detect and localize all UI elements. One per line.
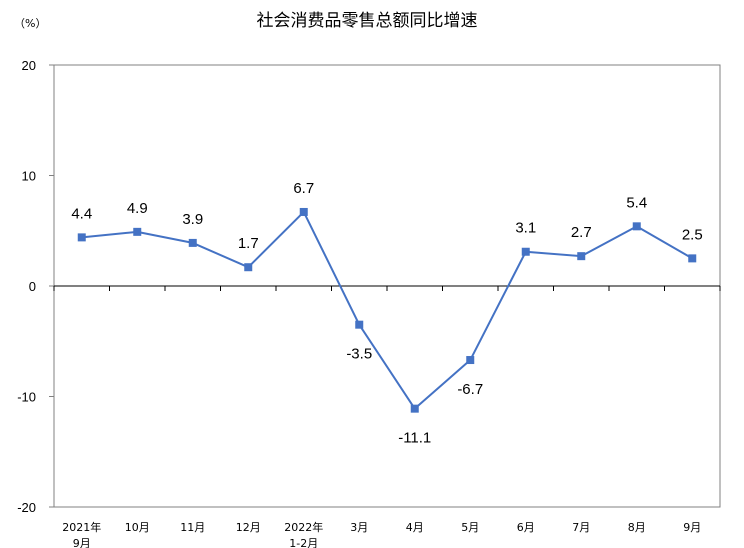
x-tick-label: 9月: [683, 521, 701, 534]
y-tick-label: 20: [22, 58, 36, 73]
y-tick-label: -20: [17, 500, 36, 515]
x-tick-label-line: 1-2月: [289, 537, 318, 548]
x-tick-label-line: 2021年: [62, 520, 101, 534]
data-label: 3.1: [515, 220, 536, 237]
data-point-marker: [133, 227, 142, 236]
x-tick-label: 4月: [406, 521, 424, 534]
x-tick-label-line: 4月: [406, 521, 424, 534]
data-label: -11.1: [398, 430, 431, 447]
data-point-marker: [299, 207, 308, 216]
data-point-marker: [466, 356, 475, 365]
x-tick-label-line: 3月: [350, 521, 368, 534]
y-tick-label: 0: [29, 279, 36, 294]
data-label: 6.7: [293, 180, 314, 197]
y-axis: 20 10 0 -10 -20: [17, 58, 54, 515]
y-axis-unit-label: （%）: [14, 17, 46, 30]
x-tick-label: 12月: [236, 521, 261, 534]
x-tick-label: 11月: [180, 521, 205, 534]
x-tick-label-line: 11月: [180, 521, 205, 534]
y-tick-label: 10: [22, 169, 36, 184]
data-point-marker: [632, 222, 641, 231]
x-tick-label-line: 12月: [236, 521, 261, 534]
data-label: -3.5: [346, 346, 372, 363]
data-markers: [77, 207, 697, 413]
x-tick-label-line: 10月: [125, 521, 150, 534]
data-label: -6.7: [457, 381, 483, 398]
data-label: 2.7: [571, 224, 592, 241]
data-label: 5.4: [626, 194, 647, 211]
data-point-marker: [355, 320, 364, 329]
series-line: [81, 210, 693, 410]
data-labels: 4.4 4.9 3.9 1.7 6.7 -3.5 -11.1 -6.7 3.1 2.7 5.4 2.5: [71, 180, 702, 447]
x-tick-label-line: 5月: [461, 521, 479, 534]
data-point-marker: [577, 252, 586, 261]
x-tick-label-line: 2022年: [284, 520, 323, 534]
x-tick-label: 10月: [125, 521, 150, 534]
data-point-marker: [244, 263, 253, 272]
data-label: 1.7: [238, 235, 259, 252]
data-label: 4.9: [127, 200, 148, 217]
x-tick-label: 3月: [350, 521, 368, 534]
x-tick-label-line: 6月: [517, 521, 535, 534]
x-tick-label: 8月: [628, 521, 646, 534]
data-point-marker: [410, 404, 419, 413]
x-tick-label: 2022年 1-2月: [284, 520, 323, 548]
data-point-marker: [188, 238, 197, 247]
data-point-marker: [688, 254, 697, 263]
x-tick-label-line: 8月: [628, 521, 646, 534]
x-axis: 2021年 9月 10月 11月 12月 2022年 1-2月 3月 4月 5月 6月 7月 8月 9月: [53, 286, 721, 548]
x-tick-label: 2021年 9月: [62, 520, 101, 548]
data-point-marker: [521, 247, 530, 256]
x-tick-label-line: 7月: [572, 521, 590, 534]
x-tick-label: 6月: [517, 521, 535, 534]
x-tick-label: 7月: [572, 521, 590, 534]
y-tick-label: -10: [17, 390, 36, 405]
data-label: 3.9: [182, 211, 203, 228]
chart-title: 社会消费品零售总额同比增速: [257, 11, 478, 31]
x-tick-label-line: 9月: [73, 537, 91, 548]
x-tick-label-line: 9月: [683, 521, 701, 534]
x-tick-label: 5月: [461, 521, 479, 534]
data-label: 2.5: [682, 226, 703, 243]
data-point-marker: [77, 233, 86, 242]
data-label: 4.4: [71, 205, 92, 222]
